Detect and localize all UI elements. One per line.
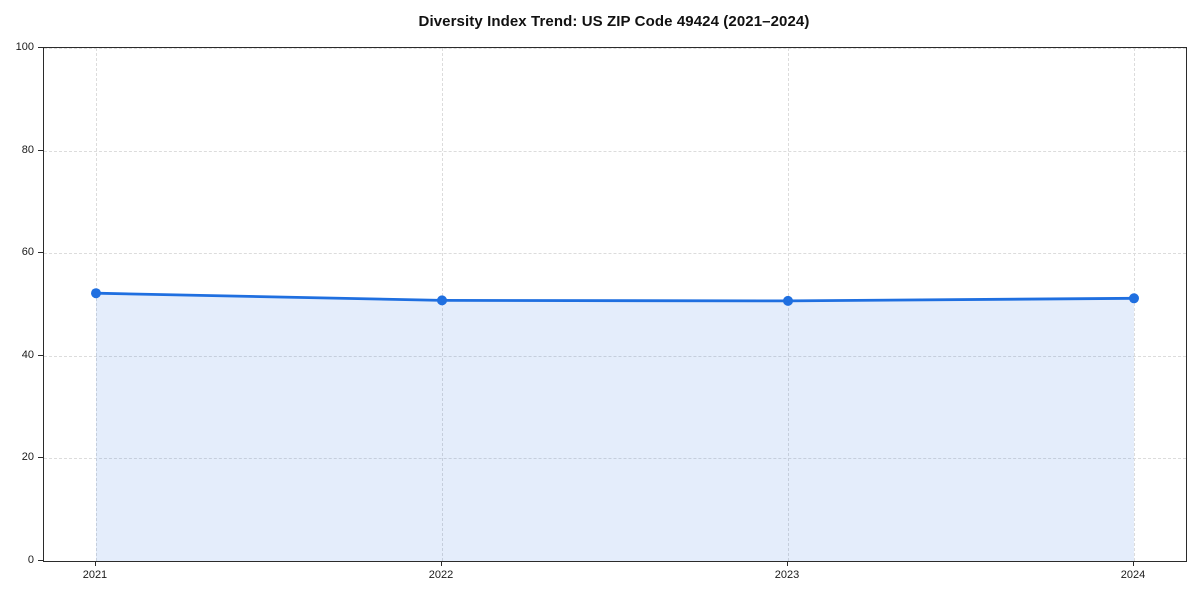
x-gridline-2024	[1134, 48, 1136, 561]
y-tick-label-60: 60	[21, 246, 34, 259]
data-point-2021	[91, 288, 101, 299]
y-gridline-40	[44, 355, 1186, 357]
x-tick-mark-2023	[787, 561, 788, 566]
x-tick-label-2024: 2024	[1120, 569, 1146, 581]
area-fill	[96, 293, 1134, 561]
x-tick-mark-2021	[95, 561, 96, 566]
y-tick-label-20: 20	[21, 451, 34, 464]
y-gridline-80	[44, 150, 1186, 152]
data-point-2024	[1129, 293, 1139, 304]
x-tick-label-2023: 2023	[774, 569, 800, 581]
plot-area	[43, 47, 1187, 562]
y-tick-mark-20	[38, 457, 43, 458]
chart-title: Diversity Index Trend: US ZIP Code 49424…	[418, 13, 810, 30]
y-tick-mark-100	[38, 47, 43, 48]
data-point-2023	[783, 295, 793, 306]
x-gridline-2021	[95, 48, 97, 561]
y-tick-label-80: 80	[21, 143, 34, 156]
trend-line	[94, 291, 1136, 303]
x-tick-label-2021: 2021	[82, 569, 108, 581]
y-gridline-100	[44, 48, 1186, 49]
y-tick-label-100: 100	[15, 41, 34, 53]
x-tick-label-2022: 2022	[428, 569, 454, 581]
data-point-2022	[437, 295, 447, 306]
y-tick-mark-40	[38, 355, 43, 356]
x-tick-mark-2022	[441, 561, 442, 566]
y-gridline-20	[44, 458, 1186, 460]
y-tick-label-40: 40	[21, 348, 34, 361]
series-layer	[91, 288, 1139, 561]
y-tick-label-0: 0	[27, 554, 34, 566]
x-tick-mark-2024	[1133, 561, 1134, 566]
y-tick-mark-80	[38, 150, 43, 151]
y-tick-mark-0	[38, 560, 43, 561]
y-gridline-60	[44, 253, 1186, 255]
y-tick-mark-60	[38, 252, 43, 253]
